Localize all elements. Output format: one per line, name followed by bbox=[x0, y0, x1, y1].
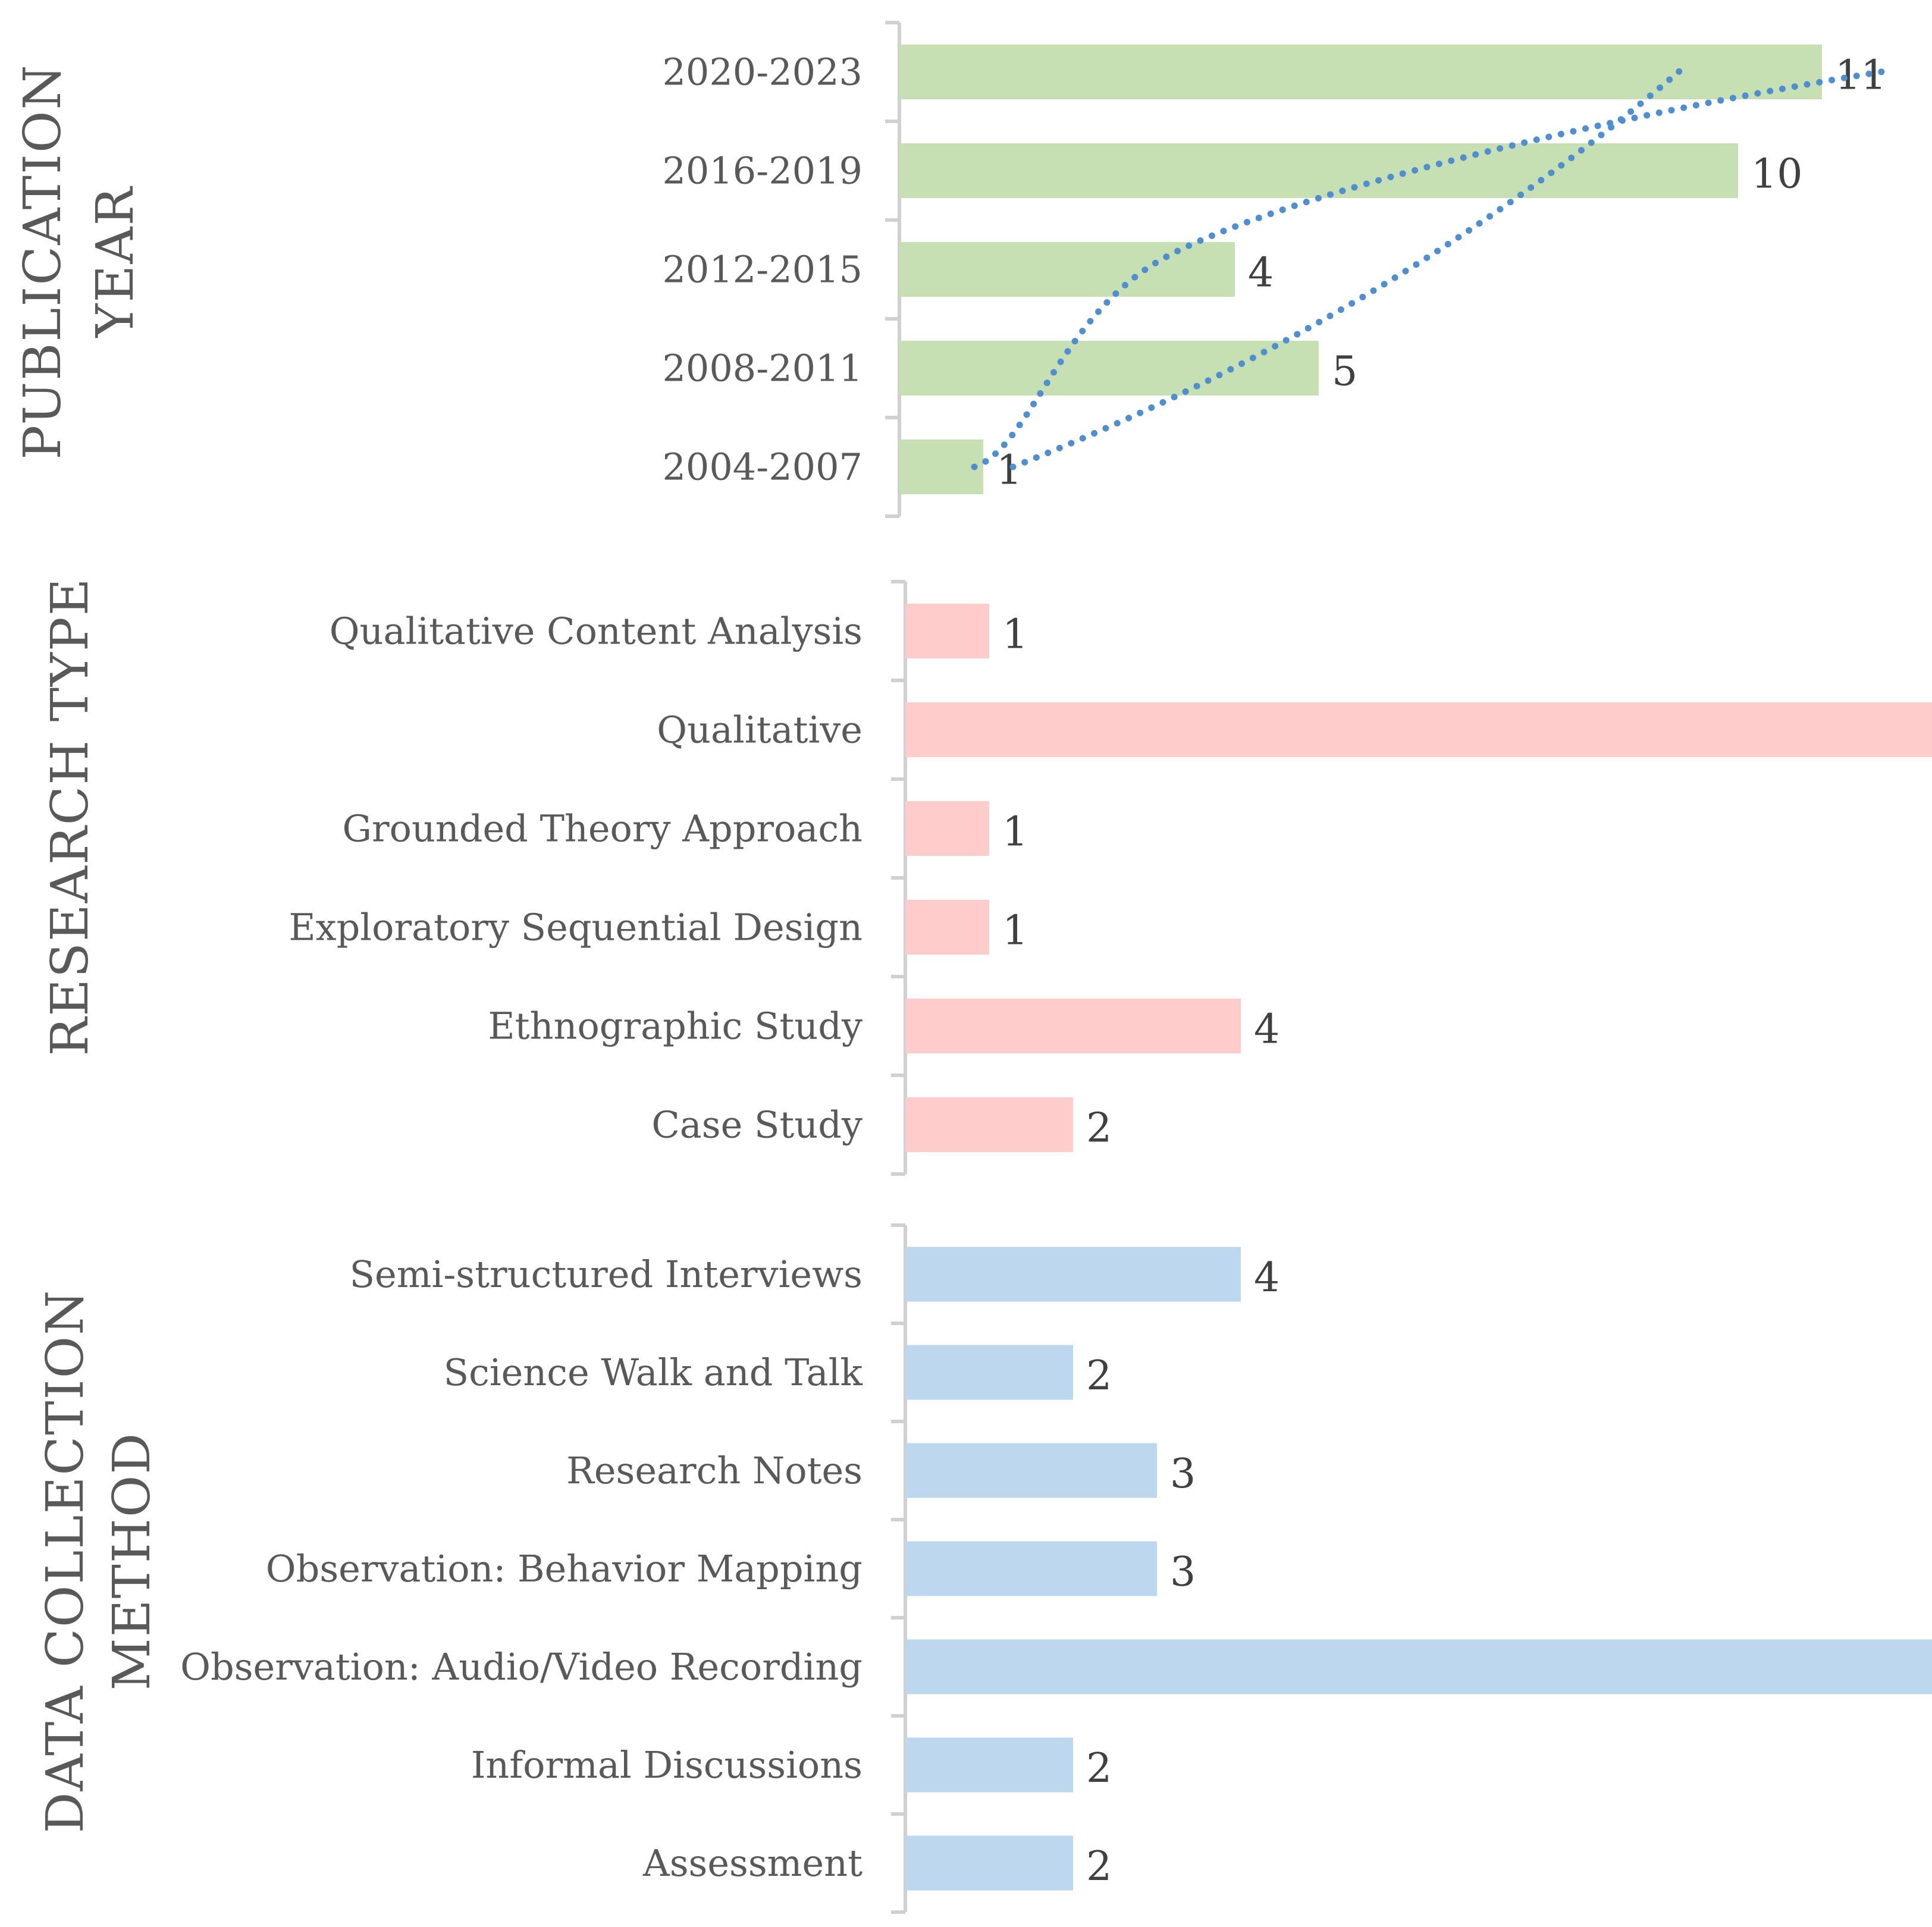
bar-observation-audio-video-recording bbox=[905, 1639, 1932, 1694]
bar-science-walk-and-talk bbox=[905, 1345, 1073, 1400]
value-label: 1 bbox=[996, 447, 1022, 494]
bar-ethnographic-study bbox=[905, 999, 1241, 1053]
bar-2008-2011 bbox=[899, 341, 1319, 396]
category-label: Informal Discussions bbox=[471, 1743, 862, 1787]
bar-grounded-theory-approach bbox=[905, 801, 989, 856]
chart-panels: PUBLICATION YEAR 2020-2023 1 1 2016-2019 10 201… bbox=[13, 21, 1932, 1914]
value-label: 1 bbox=[1002, 908, 1028, 955]
bar-2004-2007 bbox=[899, 440, 983, 494]
value-label: 2 bbox=[1086, 1105, 1112, 1152]
bar-case-study bbox=[905, 1097, 1073, 1152]
category-label: Exploratory Sequential Design bbox=[288, 906, 862, 949]
category-label: Science Walk and Talk bbox=[444, 1351, 863, 1394]
category-label: Qualitative Content Analysis bbox=[330, 610, 862, 653]
trendline-linear bbox=[1009, 68, 1683, 470]
category-label: Research Notes bbox=[566, 1449, 862, 1492]
group-title: YEAR bbox=[86, 186, 145, 338]
trendline-curved bbox=[971, 68, 1888, 470]
panel-data-collection-method: DATA COLLECTION METHOD Semi-structured Int… bbox=[36, 1223, 1932, 1914]
bar-qualitative bbox=[905, 702, 1932, 757]
value-label: 2 bbox=[1086, 1745, 1112, 1792]
group-title: DATA COLLECTION bbox=[36, 1289, 95, 1834]
panel-research-type: RESEARCH TYPE Qualitative Content Analysi… bbox=[40, 578, 1932, 1176]
category-label: Observation: Behavior Mapping bbox=[266, 1547, 862, 1590]
value-label: 1 bbox=[1002, 809, 1028, 856]
category-label: 2004-2007 bbox=[662, 445, 862, 489]
bar-2012-2015 bbox=[899, 242, 1235, 297]
group-title: PUBLICATION bbox=[13, 64, 73, 459]
bar-research-notes bbox=[905, 1443, 1157, 1498]
bar-observation-behavior-mapping bbox=[905, 1541, 1157, 1596]
value-label: 2 bbox=[1086, 1352, 1112, 1399]
category-label: Ethnographic Study bbox=[488, 1005, 862, 1048]
value-label: 3 bbox=[1170, 1451, 1196, 1498]
category-label: Observation: Audio/Video Recording bbox=[180, 1645, 862, 1689]
bar-assessment bbox=[905, 1835, 1073, 1891]
bar-2020-2023 bbox=[899, 45, 1822, 99]
group-title: METHOD bbox=[102, 1432, 162, 1691]
value-label: 10 bbox=[1751, 151, 1803, 198]
category-label: Case Study bbox=[651, 1103, 862, 1147]
category-label: 2020-2023 bbox=[662, 51, 862, 94]
bar-informal-discussions bbox=[905, 1737, 1073, 1793]
bar-exploratory-sequential-design bbox=[905, 900, 989, 955]
value-label: 2 bbox=[1086, 1843, 1112, 1890]
value-label: 3 bbox=[1170, 1549, 1196, 1596]
value-label: 4 bbox=[1248, 250, 1274, 297]
value-label: 5 bbox=[1332, 349, 1357, 396]
bar-2016-2019 bbox=[899, 143, 1738, 198]
category-label: Semi-structured Interviews bbox=[350, 1253, 862, 1296]
category-label: 2016-2019 bbox=[662, 149, 862, 193]
category-label: Qualitative bbox=[657, 708, 862, 752]
category-label: 2012-2015 bbox=[662, 248, 862, 291]
bar-semi-structured-interviews bbox=[905, 1247, 1241, 1302]
value-label: 4 bbox=[1254, 1254, 1279, 1301]
category-label: Grounded Theory Approach bbox=[342, 807, 862, 850]
bar-qualitative-content-analysis bbox=[905, 604, 989, 658]
value-label: 4 bbox=[1254, 1006, 1279, 1053]
category-label: Assessment bbox=[642, 1841, 862, 1885]
group-title: RESEARCH TYPE bbox=[40, 578, 100, 1056]
category-label: 2008-2011 bbox=[662, 347, 862, 390]
value-label: 1 bbox=[1002, 611, 1028, 658]
